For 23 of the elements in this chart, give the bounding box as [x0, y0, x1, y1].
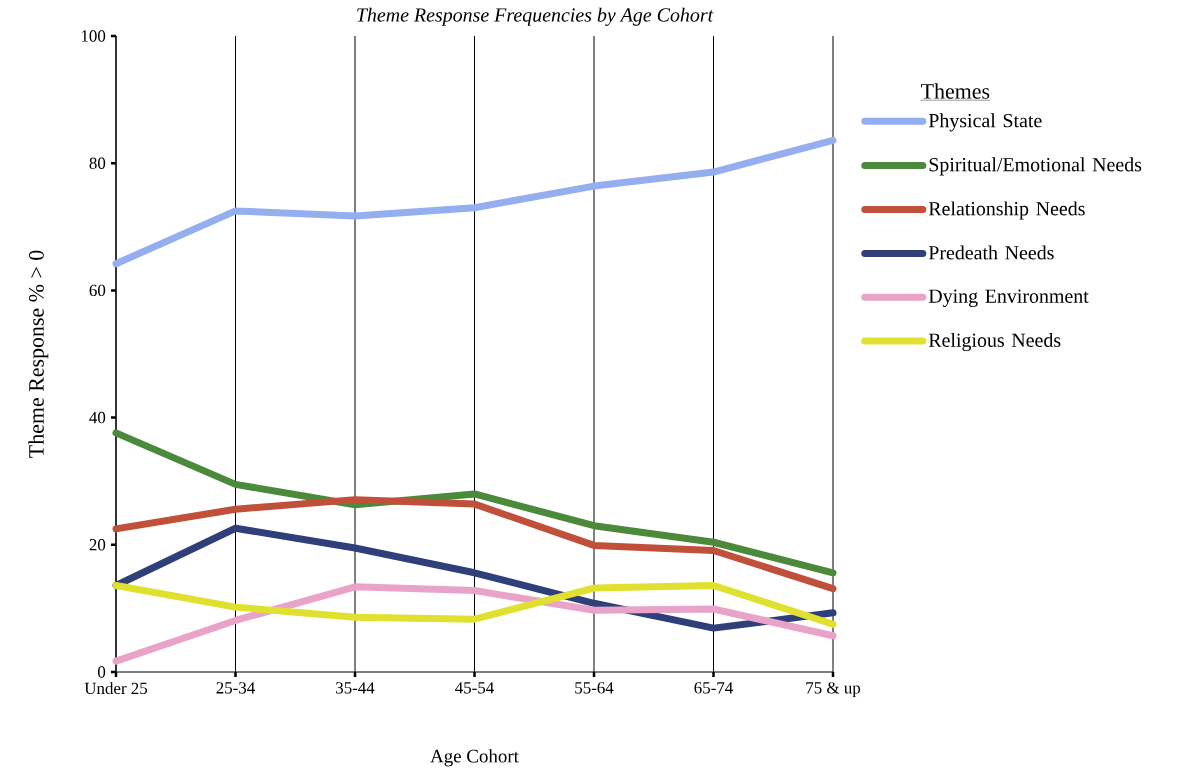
x-tick-label: 25-34 [216, 682, 255, 694]
x-axis-title: Age Cohort [430, 749, 519, 767]
y-tick-label: 100 [81, 30, 106, 42]
y-tick-label: 20 [89, 539, 106, 551]
chart-title: Theme Response Frequencies by Age Cohort [357, 7, 714, 26]
x-tick-label: 45-54 [455, 682, 494, 694]
y-tick-label: 40 [89, 411, 106, 424]
legend-label: Predeath Needs [928, 245, 1054, 260]
y-axis-title: Theme Response % > 0 [28, 250, 49, 458]
x-tick-label: 55-64 [575, 682, 614, 694]
x-tick-label: 75 & up [806, 682, 861, 698]
x-tick-label: Under 25 [84, 682, 148, 695]
legend-label: Relationship Needs [928, 201, 1085, 220]
x-tick-label: 35-44 [336, 682, 375, 694]
y-tick-label: 80 [89, 157, 106, 169]
legend-label: Religious Needs [928, 332, 1061, 352]
legend-title: Themes [921, 83, 990, 99]
legend-label: Physical State [928, 113, 1042, 132]
legend-label: Dying Environment [928, 289, 1089, 308]
y-tick-label: 0 [98, 666, 106, 678]
legend-label: Spiritual/Emotional Needs [929, 157, 1142, 176]
x-tick-label: 65-74 [694, 682, 733, 694]
y-tick-label: 60 [89, 284, 106, 297]
